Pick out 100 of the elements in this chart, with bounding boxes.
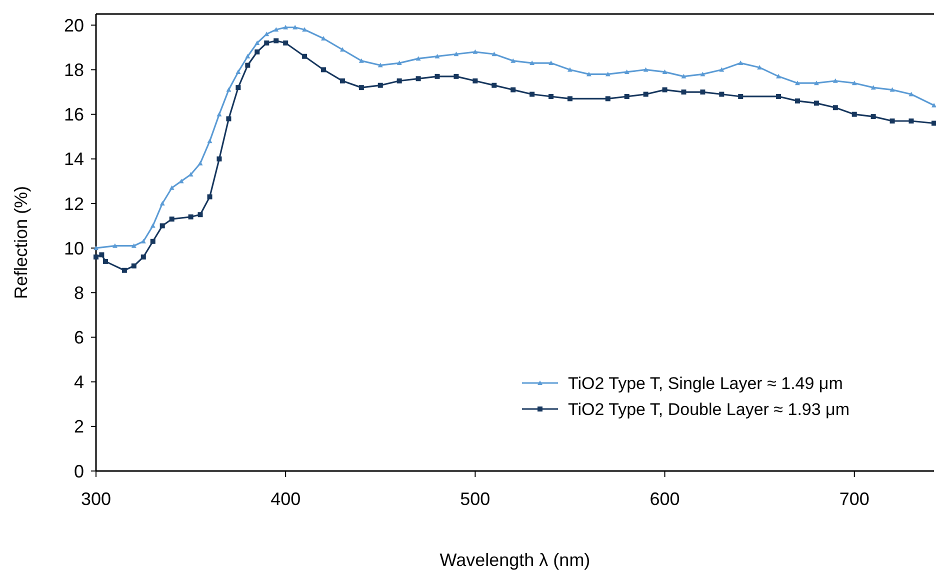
point [358, 58, 364, 63]
x-tick-label: 400 [270, 489, 301, 509]
point [236, 69, 241, 74]
point [94, 246, 98, 250]
x-tick-label: 500 [460, 489, 490, 509]
point [890, 87, 895, 92]
point [292, 24, 298, 30]
y-tick-label: 14 [64, 149, 84, 170]
point [169, 185, 174, 190]
point [264, 40, 270, 46]
y-tick-label: 12 [64, 194, 84, 214]
point [416, 76, 421, 82]
point [122, 268, 127, 273]
point [434, 54, 440, 58]
point [624, 69, 630, 74]
point [198, 160, 203, 166]
point [274, 38, 279, 44]
point [908, 118, 914, 124]
point [216, 156, 222, 162]
point [378, 82, 383, 88]
point [140, 238, 146, 244]
point [274, 27, 279, 32]
point [738, 60, 744, 66]
x-tick-label: 700 [839, 489, 870, 509]
point [852, 80, 857, 86]
point [890, 118, 895, 124]
point [605, 72, 610, 76]
point [681, 90, 686, 95]
y-tick-label: 0 [74, 461, 84, 482]
point [510, 58, 516, 63]
legend-label: TiO2 Type T, Double Layer ≈ 1.93 μm [568, 400, 850, 419]
point [396, 78, 402, 84]
point [814, 80, 819, 86]
point [264, 32, 270, 36]
y-tick-label: 10 [64, 238, 84, 258]
point [567, 67, 572, 72]
y-tick-label: 16 [64, 104, 84, 125]
point [492, 82, 497, 88]
point [932, 120, 936, 126]
point [700, 90, 706, 95]
point [548, 94, 554, 99]
point [207, 194, 212, 200]
point [150, 238, 156, 244]
point [814, 100, 819, 106]
point [188, 214, 194, 220]
point [492, 52, 497, 56]
point [302, 54, 308, 59]
x-axis-title: Wavelength λ (nm) [440, 550, 590, 570]
x-tick-label: 300 [80, 489, 112, 509]
point [454, 52, 459, 56]
point [283, 40, 288, 46]
point [169, 216, 174, 222]
point [140, 254, 146, 260]
y-tick-label: 18 [64, 60, 84, 80]
point [624, 94, 630, 99]
point [396, 60, 402, 66]
point [302, 27, 308, 32]
y-tick-label: 4 [74, 372, 84, 392]
point [852, 112, 857, 117]
point [776, 74, 782, 78]
point [719, 92, 724, 97]
point [160, 223, 165, 228]
point [870, 85, 876, 90]
point [94, 254, 98, 260]
point [340, 47, 345, 52]
point [567, 96, 572, 102]
point [605, 96, 610, 102]
legend-label: TiO2 Type T, Single Layer ≈ 1.49 μm [568, 374, 843, 393]
point [198, 212, 203, 218]
point [321, 67, 326, 72]
point [832, 105, 838, 110]
point [378, 62, 383, 68]
point [131, 263, 136, 268]
point [472, 49, 478, 54]
point [700, 72, 706, 76]
point [454, 74, 459, 79]
point [245, 62, 250, 68]
y-tick-label: 20 [64, 15, 84, 36]
point [794, 98, 800, 104]
point [662, 69, 668, 74]
y-tick-label: 8 [74, 282, 84, 303]
point [358, 85, 364, 90]
point [530, 92, 535, 97]
point [738, 94, 744, 99]
y-tick-label: 6 [74, 328, 84, 348]
point [226, 87, 232, 92]
point [794, 80, 800, 86]
point [681, 74, 686, 78]
point [832, 78, 838, 83]
point [472, 78, 478, 84]
point [226, 116, 232, 122]
point [908, 92, 914, 96]
point [662, 87, 668, 92]
point [254, 49, 260, 54]
point [643, 67, 648, 72]
point [434, 74, 440, 79]
point [254, 40, 260, 45]
point [340, 78, 345, 84]
point [416, 56, 421, 61]
point [112, 243, 118, 248]
